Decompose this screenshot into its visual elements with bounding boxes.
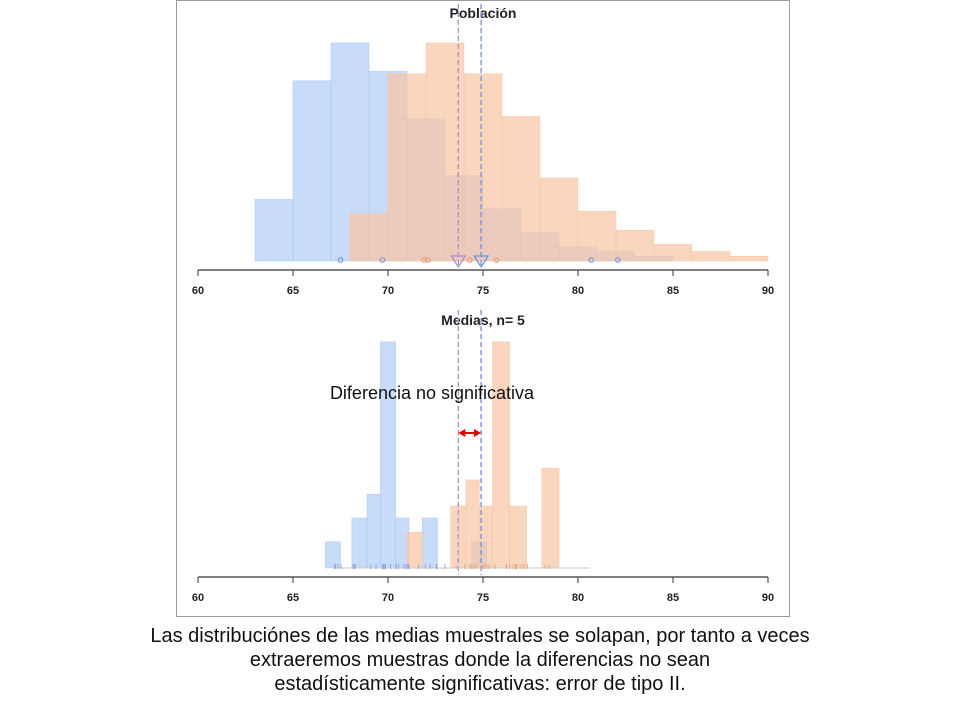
sample-point-s1-1 — [425, 257, 431, 263]
annotation-label: Diferencia no significativa — [330, 383, 535, 403]
x-tick-label-p0-3: 75 — [477, 285, 489, 297]
bar-p0-s1-9 — [691, 251, 731, 262]
sample-point-s0-3 — [615, 257, 621, 263]
x-tick-label-p1-5: 85 — [667, 592, 679, 604]
caption-line-3: estadísticamente significativas: error d… — [274, 673, 686, 695]
difference-arrow-left-head — [458, 429, 466, 437]
mean-triangle-s1 — [450, 255, 467, 269]
bar-p0-s1-1 — [387, 73, 427, 262]
x-tick-label-p0-0: 60 — [192, 285, 204, 297]
sample-point-s0-0 — [337, 257, 344, 263]
sample-point-s1-3 — [493, 257, 500, 263]
bar-p0-s0-1 — [292, 80, 332, 262]
bar-p0-s1-10 — [729, 256, 769, 262]
caption-line-1: Las distribuciónes de las medias muestra… — [150, 625, 810, 647]
bar-p1-s0-2 — [366, 493, 381, 569]
panel-title-medias: Medias, n= 5 — [441, 312, 525, 328]
bar-p1-s1-0 — [406, 532, 423, 569]
bar-p1-s1-5 — [509, 505, 527, 569]
caption-line-2: extraeremos muestras donde la diferencia… — [249, 649, 711, 671]
bar-p1-s1-4 — [492, 341, 510, 569]
sample-point-s1-0 — [421, 257, 427, 263]
x-tick-label-p1-6: 90 — [762, 592, 774, 604]
bar-p0-s1-8 — [653, 244, 693, 262]
bar-p1-s1-6 — [541, 467, 560, 569]
x-tick-label-p0-5: 85 — [667, 285, 679, 297]
difference-arrow-right-head — [474, 429, 482, 437]
x-tick-label-p0-4: 80 — [572, 285, 584, 297]
x-tick-label-p1-3: 75 — [477, 592, 489, 604]
bar-p0-s1-0 — [349, 213, 389, 262]
x-tick-label-p1-2: 70 — [382, 592, 394, 604]
mean-triangle-s0 — [473, 255, 490, 269]
bar-p0-s1-7 — [615, 229, 655, 262]
bar-p0-s1-5 — [539, 177, 579, 262]
x-tick-label-p1-0: 60 — [192, 592, 204, 604]
caption: Las distribuciónes de las medias muestra… — [40, 624, 920, 696]
panel-title-poblacion: Población — [450, 5, 517, 21]
x-tick-label-p1-4: 80 — [572, 592, 584, 604]
bar-p1-s0-0 — [325, 541, 341, 569]
bar-p1-s0-3 — [380, 341, 396, 569]
bar-p0-s1-3 — [463, 73, 503, 262]
bar-p0-s0-0 — [254, 199, 294, 262]
bar-p1-s0-5 — [421, 517, 438, 569]
sample-point-s0-1 — [379, 257, 386, 263]
sample-point-s0-2 — [588, 257, 595, 263]
x-tick-label-p0-6: 90 — [762, 285, 774, 297]
x-tick-label-p0-2: 70 — [382, 285, 394, 297]
chart-canvas: Población Medias, n= 5 60 65 70 75 80 85 90 60 6… — [192, 4, 774, 604]
x-tick-label-p0-1: 65 — [287, 285, 299, 297]
bar-p1-s1-2 — [465, 479, 480, 569]
bar-p0-s1-6 — [577, 210, 617, 262]
sample-point-s1-2 — [466, 257, 473, 263]
x-tick-label-p1-1: 65 — [287, 592, 299, 604]
bar-p0-s1-4 — [501, 116, 541, 262]
bar-p1-s0-1 — [351, 517, 368, 569]
